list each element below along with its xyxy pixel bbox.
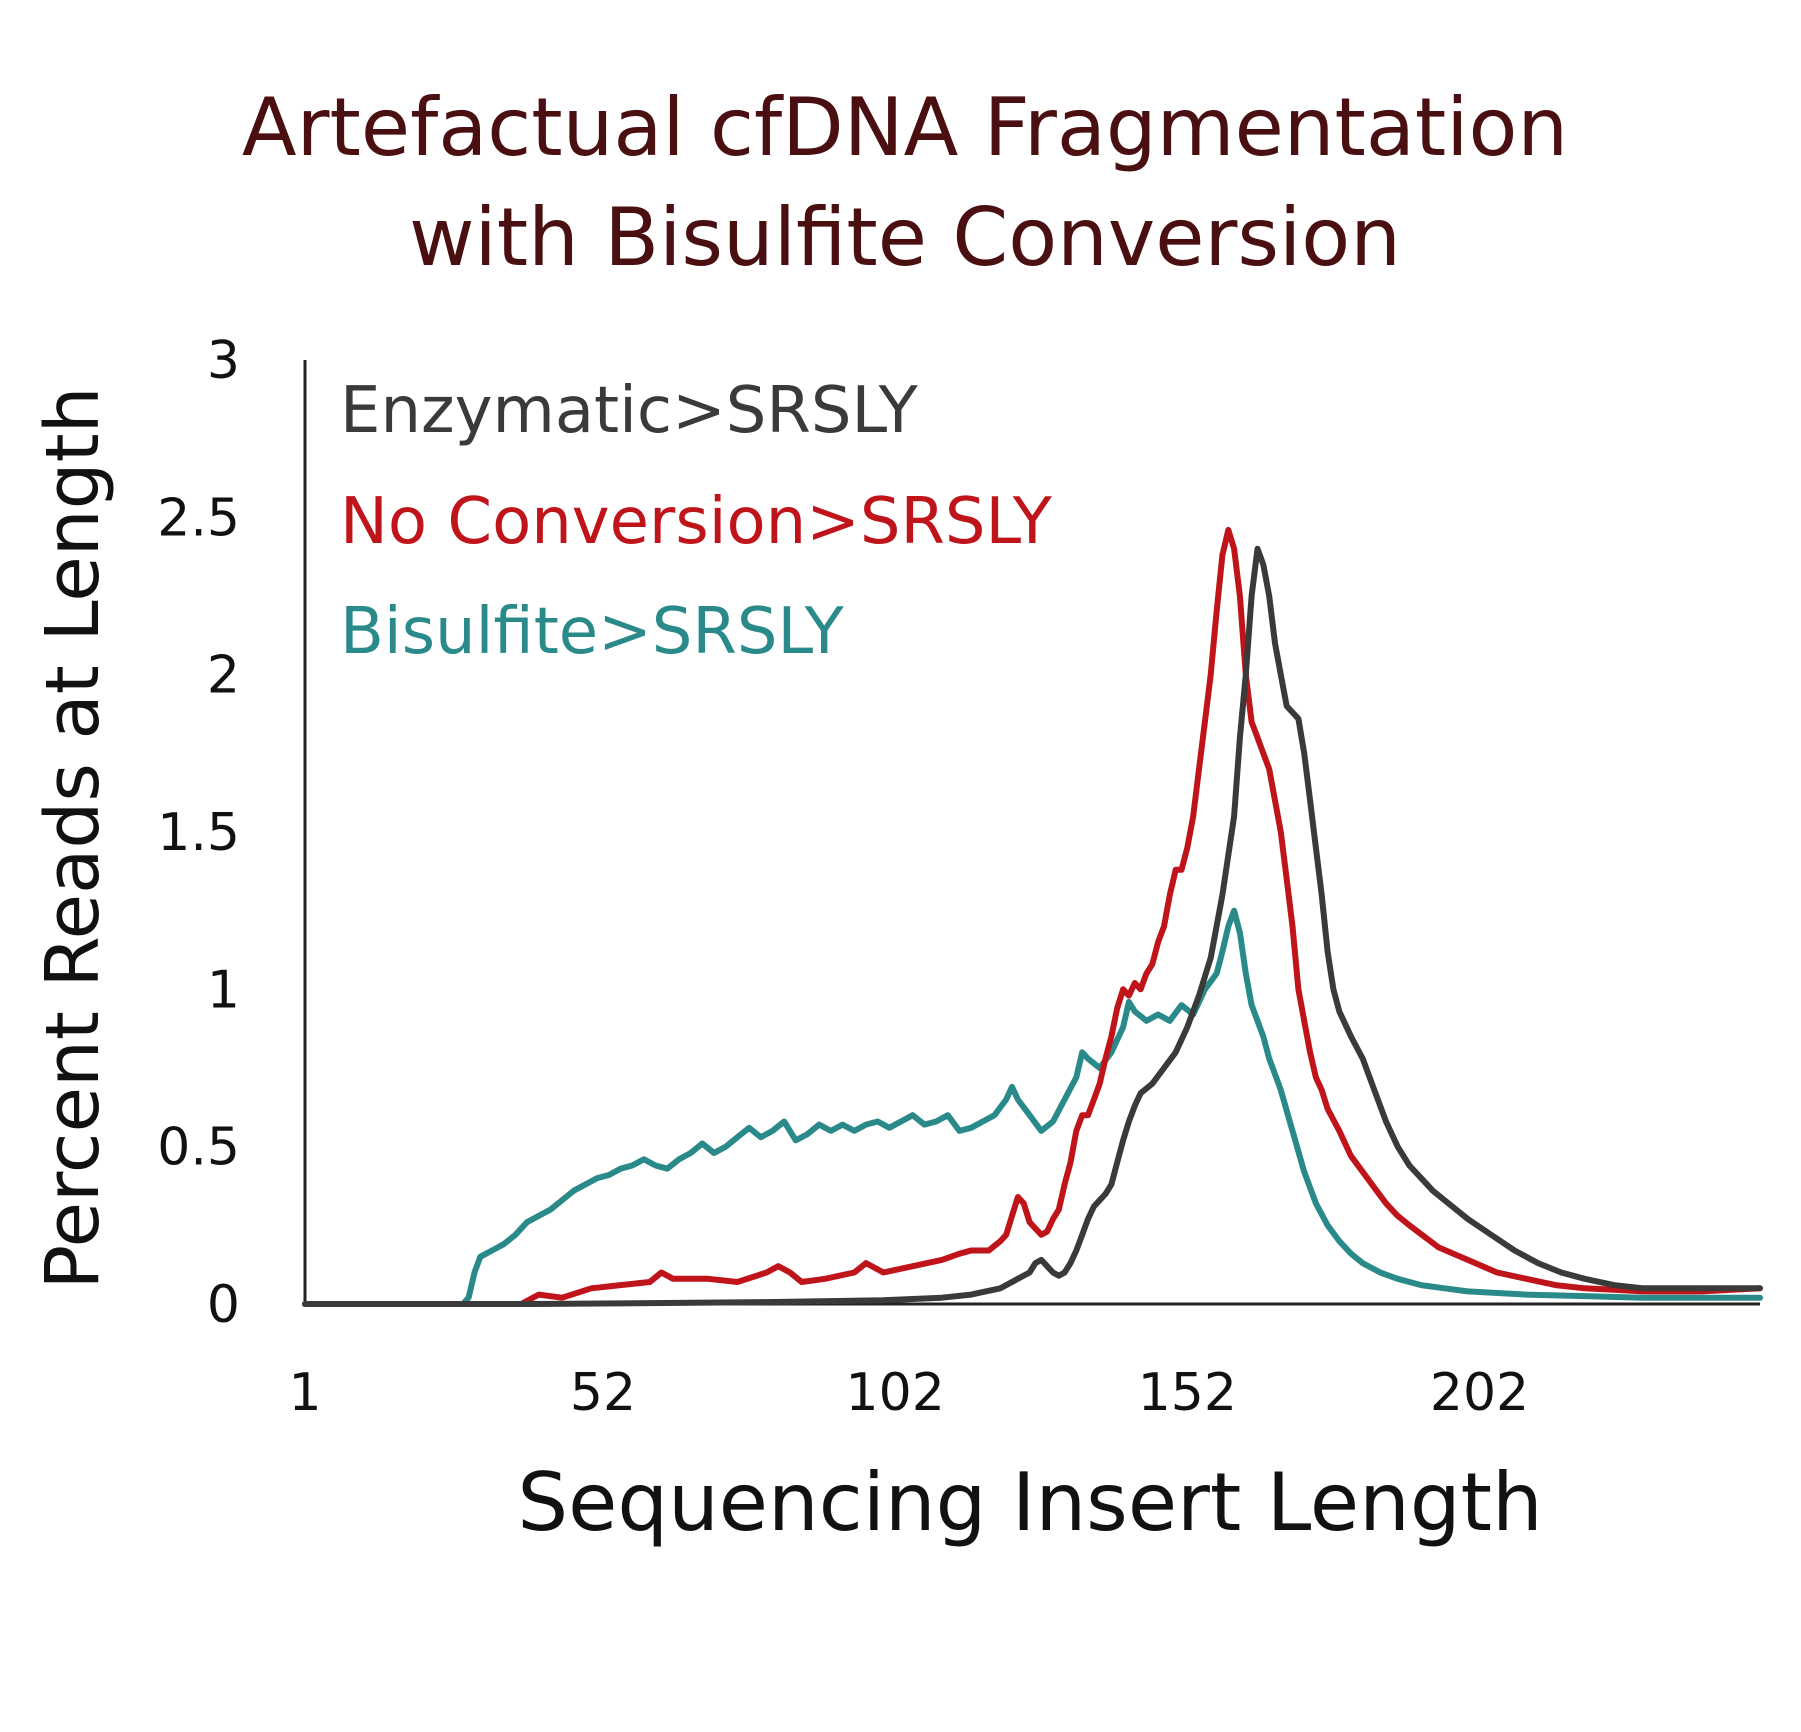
x-axis-ticks: 1 52 102 152 202 — [288, 1363, 1529, 1423]
legend: Enzymatic>SRSLY No Conversion>SRSLY Bisulf… — [340, 374, 1053, 669]
series-lines — [302, 526, 1763, 1307]
y-tick-label: 3 — [207, 331, 240, 391]
legend-entry: Enzymatic>SRSLY — [340, 374, 919, 448]
chart-title: Artefactual cfDNA Fragmentation with Bis… — [242, 81, 1568, 284]
x-tick-label: 202 — [1430, 1363, 1529, 1423]
series-line-enzymatic — [302, 545, 1763, 1307]
y-tick-label: 2.5 — [157, 488, 240, 548]
legend-entry: Bisulfite>SRSLY — [340, 595, 845, 669]
series-line-no-conversion — [302, 526, 1763, 1307]
x-tick-label: 152 — [1138, 1363, 1237, 1423]
legend-entry: No Conversion>SRSLY — [340, 485, 1053, 559]
x-tick-label: 1 — [288, 1363, 321, 1423]
chart-title-line-1: Artefactual cfDNA Fragmentation — [242, 81, 1568, 174]
chart-title-line-2: with Bisulfite Conversion — [409, 191, 1401, 284]
x-axis-label: Sequencing Insert Length — [517, 1456, 1542, 1549]
y-tick-label: 1 — [207, 960, 240, 1020]
y-tick-label: 0 — [207, 1275, 240, 1335]
y-tick-label: 0.5 — [157, 1118, 240, 1178]
y-axis-label: Percent Reads at Length — [30, 386, 116, 1289]
y-tick-label: 1.5 — [157, 803, 240, 863]
y-axis-ticks: 0 0.5 1 1.5 2 2.5 3 — [157, 331, 240, 1335]
x-tick-label: 102 — [846, 1363, 945, 1423]
x-tick-label: 52 — [570, 1363, 636, 1423]
y-tick-label: 2 — [207, 646, 240, 706]
series-line-bisulfite — [302, 907, 1763, 1307]
